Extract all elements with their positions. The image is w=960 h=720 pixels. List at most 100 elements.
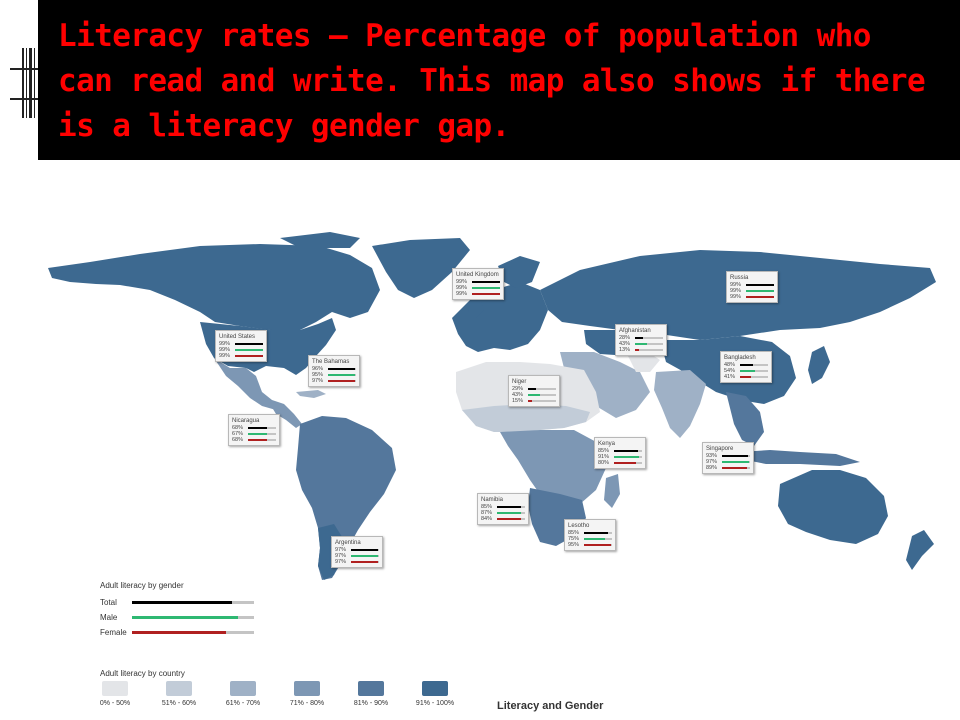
callout-bar-track xyxy=(497,518,525,520)
callout-bar-track xyxy=(740,376,768,378)
callout-value-female: 89% xyxy=(706,465,718,471)
legend-swatch-bin_61_70 xyxy=(230,681,256,696)
callout-row-male: 99% xyxy=(730,288,774,294)
callout-country-name: Namibia xyxy=(481,497,504,503)
callout-row-male: 99% xyxy=(456,285,500,291)
callout-bar-female xyxy=(746,296,774,298)
callout-bar-track xyxy=(497,512,525,514)
legend-row-total: Total xyxy=(100,598,254,607)
callout-bar-track xyxy=(497,506,525,508)
callout-row-male: 95% xyxy=(312,372,356,378)
callout-value-total: 99% xyxy=(456,279,468,285)
legend-row-male: Male xyxy=(100,613,254,622)
callout-row-female: 80% xyxy=(598,460,642,466)
callout-bar-track xyxy=(740,364,768,366)
legend-swatch-label: 51% - 60% xyxy=(161,700,197,707)
callout-bar-female xyxy=(722,467,747,469)
callout-bar-track xyxy=(740,370,768,372)
callout-bar-track xyxy=(614,450,642,452)
callout-row-total: 99% xyxy=(219,341,263,347)
callout-bar-female xyxy=(614,462,637,464)
callout-value-male: 95% xyxy=(312,372,324,378)
callout-country-name: The Bahamas xyxy=(312,359,350,365)
callout-value-male: 97% xyxy=(706,459,718,465)
callout-row-female: 68% xyxy=(232,437,276,443)
legend-swatch-bin_71_80 xyxy=(294,681,320,696)
callout-value-female: 95% xyxy=(568,542,580,548)
legend-bar-total xyxy=(132,601,254,604)
callout-bar-female xyxy=(497,518,521,520)
callout-country-name: Nicaragua xyxy=(232,418,260,424)
callout-bar-track xyxy=(328,374,356,376)
callout-country-name: United States xyxy=(219,334,256,340)
callout-singapore: Singapore 93% 97% 89% xyxy=(702,442,754,474)
callout-row-total: 48% xyxy=(724,362,768,368)
landmass-greenland xyxy=(372,238,470,298)
landmass-southeast-asia xyxy=(726,392,764,446)
callout-bar-track xyxy=(528,400,556,402)
callout-lesotho: Lesotho 85% 75% 95% xyxy=(564,519,616,551)
callout-bar-total xyxy=(497,506,521,508)
landmass-sahel xyxy=(462,404,590,432)
callout-bar-total xyxy=(722,455,749,457)
callout-row-male: 75% xyxy=(568,536,612,542)
callout-row-total: 68% xyxy=(232,425,276,431)
callout-bar-track xyxy=(472,281,500,283)
legend-bar-male xyxy=(132,616,254,619)
callout-value-male: 75% xyxy=(568,536,580,542)
callout-bangladesh: Bangladesh 48% 54% 41% xyxy=(720,351,772,383)
callout-row-total: 93% xyxy=(706,453,750,459)
callout-value-male: 99% xyxy=(730,288,742,294)
callout-russia: Russia 99% 99% 99% xyxy=(726,271,778,303)
landmass-australia xyxy=(778,470,888,544)
callout-argentina: Argentina 97% 97% 97% xyxy=(331,536,383,568)
callout-value-total: 99% xyxy=(730,282,742,288)
callout-row-total: 85% xyxy=(568,530,612,536)
callout-bar-male xyxy=(328,374,355,376)
callout-bar-track xyxy=(235,343,263,345)
callout-value-total: 85% xyxy=(481,504,493,510)
legend-swatch-label: 0% - 50% xyxy=(99,700,131,707)
callout-bar-track xyxy=(635,343,663,345)
callout-value-male: 67% xyxy=(232,431,244,437)
callout-country-name: Kenya xyxy=(598,441,616,447)
callout-value-male: 97% xyxy=(335,553,347,559)
callout-bar-track xyxy=(351,561,379,563)
callout-row-male: 43% xyxy=(512,392,556,398)
callout-row-male: 97% xyxy=(335,553,379,559)
landmass-indonesia xyxy=(740,450,860,466)
callout-bar-track xyxy=(528,394,556,396)
callout-bar-track xyxy=(614,462,642,464)
callout-row-total: 28% xyxy=(619,335,663,341)
callout-bar-male xyxy=(635,343,648,345)
callout-bar-male xyxy=(722,461,750,463)
callout-bar-track xyxy=(584,532,612,534)
callout-value-female: 13% xyxy=(619,347,631,353)
callout-value-total: 48% xyxy=(724,362,736,368)
callout-bar-total xyxy=(235,343,263,345)
callout-bar-track xyxy=(722,461,750,463)
callout-united-kingdom: United Kingdom 99% 99% 99% xyxy=(452,268,504,300)
callout-row-total: 99% xyxy=(456,279,500,285)
landmass-arctic-islands xyxy=(280,232,360,248)
callout-value-female: 99% xyxy=(730,294,742,300)
callout-value-male: 43% xyxy=(512,392,524,398)
landmass-india xyxy=(654,370,706,438)
callout-bar-track xyxy=(722,467,750,469)
callout-bar-track xyxy=(248,427,276,429)
callout-bar-track xyxy=(614,456,642,458)
legend-row-female: Female xyxy=(100,628,254,637)
callout-value-female: 97% xyxy=(312,378,324,384)
landmass-madagascar xyxy=(604,474,620,508)
callout-value-total: 93% xyxy=(706,453,718,459)
callout-bar-female xyxy=(740,376,752,378)
callout-bar-male xyxy=(235,349,263,351)
legend-country-title: Adult literacy by country xyxy=(100,669,185,678)
callout-row-male: 54% xyxy=(724,368,768,374)
callout-namibia: Namibia 85% 87% 84% xyxy=(477,493,529,525)
callout-bar-track xyxy=(235,355,263,357)
callout-row-female: 97% xyxy=(335,559,379,565)
callout-value-total: 85% xyxy=(598,448,610,454)
legend-gender-title: Adult literacy by gender xyxy=(100,581,184,590)
callout-bar-track xyxy=(472,287,500,289)
